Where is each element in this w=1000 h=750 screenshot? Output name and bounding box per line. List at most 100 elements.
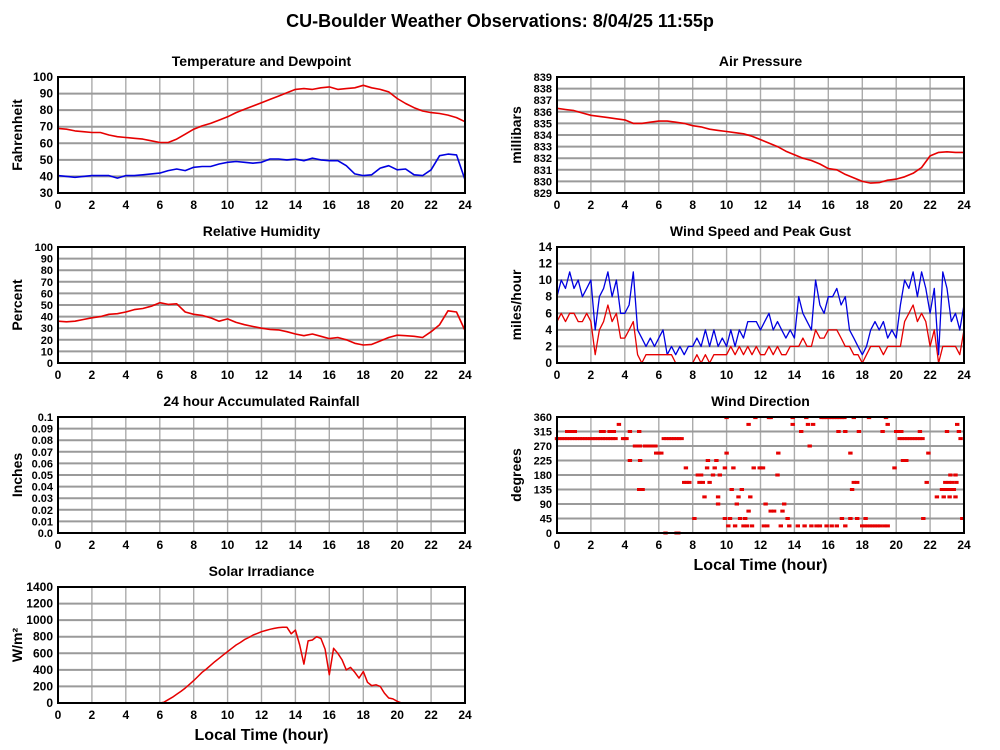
y-tick-label: 0.01 <box>32 516 53 528</box>
wind-direction-mark <box>632 444 638 448</box>
y-tick-label: 10 <box>41 346 53 358</box>
plot-border <box>57 76 466 194</box>
x-tick-label: 20 <box>890 198 904 212</box>
wind-direction-mark <box>907 437 912 441</box>
chart-title: Temperature and Dewpoint <box>172 53 352 69</box>
wind-direction-mark <box>941 495 946 499</box>
wind-direction-mark <box>605 437 611 441</box>
x-tick-label: 14 <box>289 708 303 722</box>
x-tick-label: 6 <box>156 538 163 552</box>
x-tick-label: 10 <box>720 368 734 382</box>
page-title: CU-Boulder Weather Observations: 8/04/25… <box>286 11 714 31</box>
wind-direction-mark <box>924 480 929 484</box>
wind-direction-mark <box>921 517 926 520</box>
wind-direction-mark <box>683 466 689 470</box>
y-axis-label: miles/hour <box>508 269 524 340</box>
wind-direction-mark <box>780 509 785 513</box>
wind-direction-mark <box>697 480 702 484</box>
x-tick-label: 24 <box>458 708 472 722</box>
x-tick-label: 0 <box>554 538 561 552</box>
wind-direction-mark <box>722 466 728 470</box>
wind-direction-mark <box>737 517 743 520</box>
x-tick-label: 12 <box>255 708 269 722</box>
x-tick-label: 12 <box>255 368 269 382</box>
wind-direction-mark <box>627 430 633 433</box>
y-tick-label: 835 <box>534 118 552 130</box>
x-tick-label: 16 <box>822 198 836 212</box>
y-tick-label: 100 <box>35 242 53 254</box>
y-tick-label: 4 <box>545 323 552 337</box>
x-tick-label: 20 <box>890 368 904 382</box>
chart-solar-irradiance: Solar IrradianceW/m²02004006008001000120… <box>9 563 472 744</box>
y-tick-label: 1000 <box>26 613 53 627</box>
wind-direction-mark <box>775 473 780 477</box>
wind-direction-mark <box>669 437 674 441</box>
wind-direction-mark <box>824 524 829 528</box>
x-axis-label: Local Time (hour) <box>195 727 329 744</box>
wind-direction-mark <box>785 517 790 520</box>
x-axis-label: Local Time (hour) <box>694 557 828 574</box>
y-tick-label: 0 <box>546 528 552 540</box>
wind-direction-mark <box>902 437 907 441</box>
wind-direction-mark <box>715 495 721 499</box>
y-tick-label: 6 <box>545 306 552 320</box>
series-pressure <box>556 107 965 184</box>
x-tick-label: 0 <box>55 708 62 722</box>
y-tick-label: 20 <box>41 335 53 347</box>
y-tick-label: 0.06 <box>32 458 53 470</box>
x-tick-label: 0 <box>55 368 62 382</box>
x-tick-label: 14 <box>289 368 303 382</box>
wind-direction-mark <box>739 488 744 491</box>
wind-direction-mark <box>955 422 960 426</box>
wind-direction-mark <box>627 459 633 462</box>
wind-direction-mark <box>782 502 787 506</box>
wind-direction-mark <box>915 437 920 441</box>
chart-title: Relative Humidity <box>203 223 321 239</box>
x-tick-label: 14 <box>289 198 303 212</box>
wind-direction-mark <box>917 437 923 441</box>
x-tick-label: 18 <box>357 198 371 212</box>
wind-direction-mark <box>741 524 746 528</box>
wind-direction-mark <box>731 466 736 470</box>
y-tick-label: 829 <box>534 188 552 200</box>
wind-direction-mark <box>956 430 962 433</box>
wind-direction-mark <box>717 473 722 477</box>
wind-direction-mark <box>593 437 598 441</box>
x-tick-label: 8 <box>190 708 197 722</box>
wind-direction-mark <box>787 524 792 528</box>
wind-direction-mark <box>580 437 585 441</box>
y-tick-label: 60 <box>40 136 54 150</box>
wind-direction-mark <box>863 517 868 520</box>
wind-direction-mark <box>894 430 899 433</box>
wind-direction-mark <box>744 524 750 528</box>
y-tick-label: 0.07 <box>32 447 53 459</box>
x-tick-label: 16 <box>323 708 337 722</box>
wind-direction-mark <box>743 517 748 520</box>
chart-title: Wind Speed and Peak Gust <box>670 223 851 239</box>
x-tick-label: 2 <box>89 198 96 212</box>
y-tick-label: 270 <box>534 441 552 453</box>
wind-direction-mark <box>616 422 622 426</box>
y-tick-label: 837 <box>534 95 552 107</box>
y-tick-label: 2 <box>545 339 552 353</box>
wind-direction-mark <box>609 430 614 433</box>
wind-direction-mark <box>635 444 640 448</box>
y-tick-label: 45 <box>540 514 552 526</box>
wind-direction-mark <box>904 459 909 462</box>
x-tick-label: 4 <box>621 198 628 212</box>
wind-direction-mark <box>810 422 816 426</box>
chart-wind-direction: Wind Directiondegrees0459013518022527031… <box>508 393 971 574</box>
wind-direction-mark <box>714 459 719 462</box>
y-tick-label: 90 <box>40 87 54 101</box>
plot-border <box>57 416 466 534</box>
wind-direction-mark <box>953 495 958 499</box>
wind-direction-mark <box>790 422 795 426</box>
chart-relative-humidity: Relative HumidityPercent0102030405060708… <box>9 223 472 382</box>
wind-direction-mark <box>865 524 870 528</box>
wind-direction-mark <box>577 437 583 441</box>
x-tick-label: 8 <box>190 368 197 382</box>
wind-direction-mark <box>851 480 856 484</box>
wind-direction-mark <box>590 437 595 441</box>
wind-direction-mark <box>856 430 862 433</box>
wind-direction-mark <box>802 524 807 528</box>
